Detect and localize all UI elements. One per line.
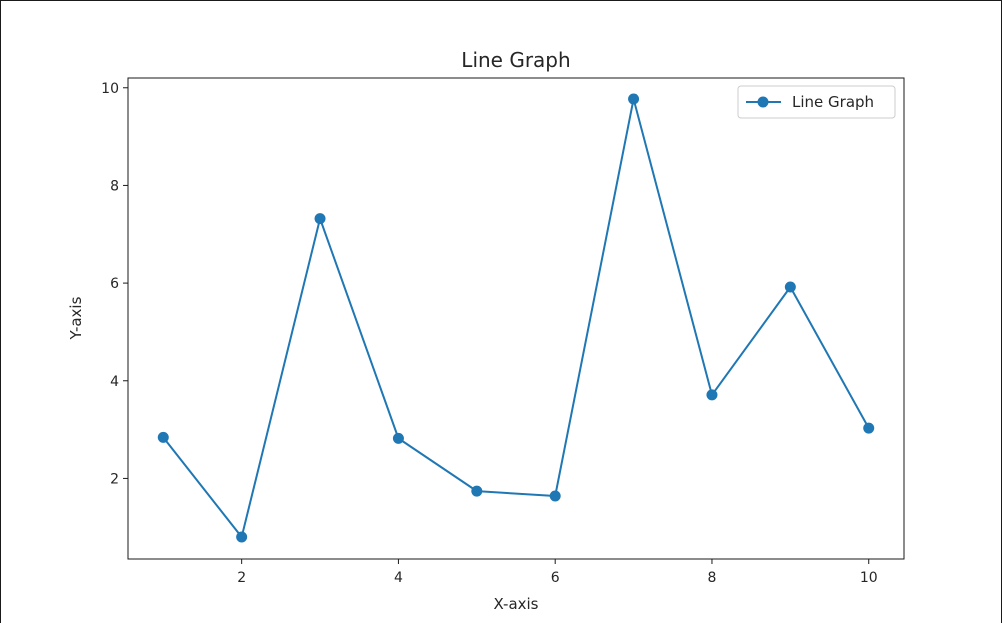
- plot-area: [127, 77, 905, 560]
- x-tick-label-10: 10: [860, 570, 878, 586]
- x-tick-label-8: 8: [707, 570, 716, 586]
- x-tick-label-4: 4: [394, 570, 403, 586]
- data-point-5: [471, 485, 483, 497]
- x-axis-label: X-axis: [494, 595, 539, 613]
- x-axis-ticks: 2 4 6 8 10: [237, 559, 878, 586]
- legend: Line Graph: [737, 85, 896, 119]
- data-point-4: [392, 432, 404, 444]
- series-layer: [157, 93, 875, 543]
- y-tick-label-2: 2: [110, 471, 119, 487]
- data-point-3: [314, 213, 326, 225]
- legend-entry-label: Line Graph: [792, 93, 874, 111]
- data-point-10: [863, 422, 875, 434]
- data-point-8: [706, 389, 718, 401]
- x-tick-label-2: 2: [237, 570, 246, 586]
- legend-box: [737, 85, 896, 119]
- chart-title: Line Graph: [461, 48, 570, 72]
- x-tick-label-6: 6: [551, 570, 560, 586]
- legend-marker-sample: [757, 96, 769, 108]
- y-tick-label-10: 10: [101, 81, 119, 97]
- series-line-0: [162, 97, 870, 539]
- y-axis-ticks: 2 4 6 8 10: [101, 81, 128, 487]
- y-tick-label-8: 8: [110, 178, 119, 194]
- y-tick-label-6: 6: [110, 276, 119, 292]
- data-point-7: [628, 93, 640, 105]
- data-point-6: [549, 490, 561, 502]
- y-axis-label: Y-axis: [67, 296, 85, 340]
- data-point-9: [784, 281, 796, 293]
- data-point-2: [236, 531, 248, 543]
- data-point-1: [157, 431, 169, 443]
- y-tick-label-4: 4: [110, 374, 119, 390]
